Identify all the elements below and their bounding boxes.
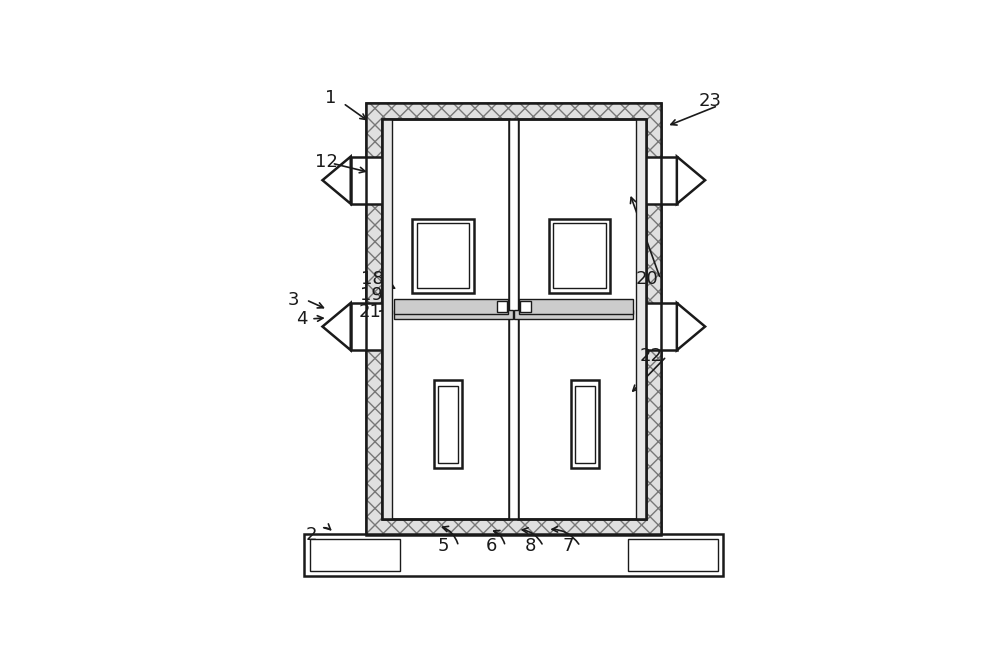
Text: 3: 3	[288, 291, 299, 309]
Bar	[497, 301, 507, 311]
Text: 22: 22	[640, 348, 663, 366]
Bar	[351, 303, 386, 350]
Bar	[642, 303, 677, 350]
Bar	[366, 119, 382, 519]
Text: 23: 23	[698, 91, 721, 109]
Bar	[628, 539, 718, 570]
Bar	[549, 219, 610, 293]
Bar	[366, 103, 661, 534]
Bar	[575, 386, 595, 462]
Text: 5: 5	[438, 538, 450, 556]
Polygon shape	[322, 157, 351, 204]
Text: 7: 7	[562, 538, 574, 556]
Bar	[417, 223, 469, 288]
Bar	[412, 219, 474, 293]
Bar	[434, 380, 462, 468]
Text: 19: 19	[360, 285, 383, 303]
Bar	[366, 103, 661, 119]
Text: 18: 18	[361, 269, 384, 287]
Bar	[646, 119, 661, 519]
Bar	[509, 119, 518, 519]
Polygon shape	[322, 303, 351, 350]
Bar	[310, 539, 400, 570]
Bar	[382, 119, 392, 519]
Bar	[394, 309, 513, 319]
Bar	[304, 534, 723, 576]
Polygon shape	[677, 157, 705, 204]
Bar	[351, 157, 386, 204]
Polygon shape	[677, 303, 705, 350]
Bar	[519, 299, 633, 313]
Bar	[366, 103, 661, 534]
Text: 12: 12	[315, 153, 338, 171]
Text: 1: 1	[325, 89, 336, 107]
Text: 6: 6	[486, 538, 497, 556]
Bar	[553, 223, 606, 288]
Bar	[438, 386, 458, 462]
Bar	[636, 119, 646, 519]
Bar	[520, 301, 531, 311]
Bar	[514, 309, 633, 319]
Text: 2: 2	[306, 526, 317, 544]
Bar	[382, 119, 646, 519]
Bar	[366, 519, 661, 534]
Text: 21: 21	[358, 303, 381, 321]
Bar	[518, 119, 646, 519]
Text: 8: 8	[525, 538, 536, 556]
Bar	[382, 119, 509, 519]
Text: 20: 20	[636, 269, 659, 287]
Text: 4: 4	[296, 310, 307, 328]
Bar	[571, 380, 599, 468]
Bar	[642, 157, 677, 204]
Bar	[394, 299, 508, 313]
